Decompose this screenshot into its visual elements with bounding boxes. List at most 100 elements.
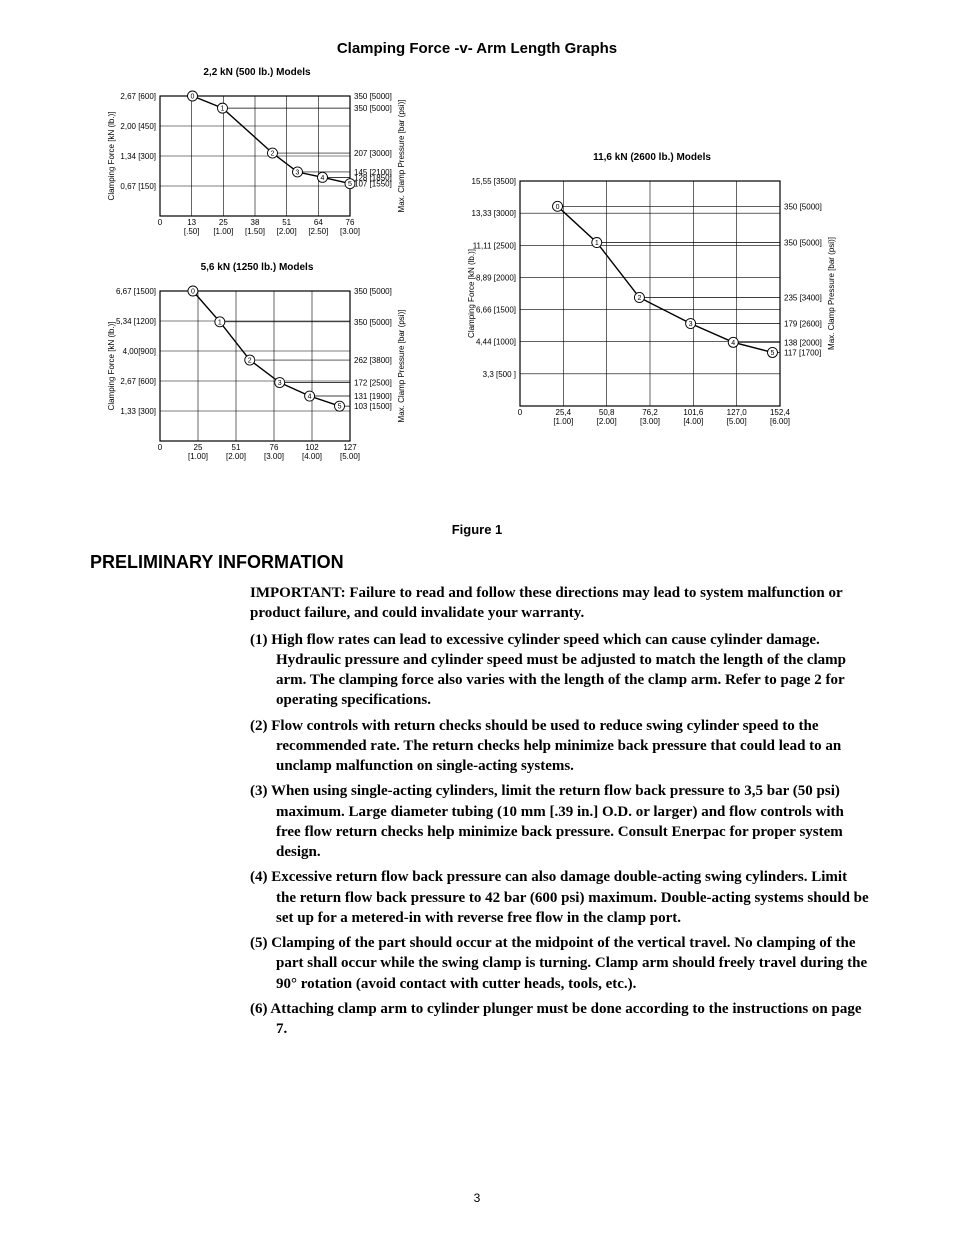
svg-text:[4.00]: [4.00] — [683, 417, 703, 426]
svg-text:6,66 [1500]: 6,66 [1500] — [476, 306, 516, 315]
svg-text:2,00 [450]: 2,00 [450] — [120, 122, 156, 131]
svg-text:207 [3000]: 207 [3000] — [354, 149, 392, 158]
svg-text:107 [1550]: 107 [1550] — [354, 180, 392, 189]
svg-text:50,8: 50,8 — [599, 408, 615, 417]
svg-text:2,67 [600]: 2,67 [600] — [120, 377, 156, 386]
svg-text:2: 2 — [637, 295, 641, 302]
svg-text:1: 1 — [221, 106, 225, 113]
svg-text:8,89 [2000]: 8,89 [2000] — [476, 273, 516, 282]
svg-text:5: 5 — [348, 181, 352, 188]
svg-text:[5.00]: [5.00] — [340, 452, 360, 461]
svg-text:11,11 [2500]: 11,11 [2500] — [473, 241, 516, 250]
svg-text:3: 3 — [278, 380, 282, 387]
svg-text:[2.00]: [2.00] — [597, 417, 617, 426]
svg-text:179 [2600]: 179 [2600] — [784, 320, 822, 329]
svg-text:25: 25 — [219, 218, 228, 227]
svg-text:235 [3400]: 235 [3400] — [784, 293, 822, 302]
svg-text:152,4: 152,4 — [770, 408, 791, 417]
svg-text:350 [5000]: 350 [5000] — [354, 318, 392, 327]
svg-text:0: 0 — [191, 94, 195, 101]
svg-text:25: 25 — [194, 443, 203, 452]
svg-text:Max. Clamp Pressure [bar (psi): Max. Clamp Pressure [bar (psi)] — [397, 310, 406, 423]
svg-text:350 [5000]: 350 [5000] — [354, 92, 392, 101]
list-item: (6) Attaching clamp arm to cylinder plun… — [250, 999, 870, 1040]
svg-text:[2.00]: [2.00] — [226, 452, 246, 461]
svg-text:13,33 [3000]: 13,33 [3000] — [472, 209, 516, 218]
main-title: Clamping Force -v- Arm Length Graphs — [90, 40, 864, 57]
list-item: (1) High flow rates can lead to excessiv… — [250, 630, 870, 711]
figure-label: Figure 1 — [90, 522, 864, 537]
svg-text:4: 4 — [731, 340, 735, 347]
svg-text:[2.00]: [2.00] — [277, 227, 297, 236]
svg-text:3: 3 — [296, 169, 300, 176]
svg-text:0: 0 — [158, 218, 163, 227]
svg-text:[3.00]: [3.00] — [340, 227, 360, 236]
svg-text:Clamping Force [kN (lb.)]: Clamping Force [kN (lb.)] — [467, 249, 476, 338]
important-note: IMPORTANT: Failure to read and follow th… — [250, 583, 870, 624]
svg-text:2: 2 — [248, 358, 252, 365]
svg-text:3,3 [500 ]: 3,3 [500 ] — [483, 370, 516, 379]
svg-text:1: 1 — [218, 319, 222, 326]
svg-text:2,67 [600]: 2,67 [600] — [120, 92, 156, 101]
svg-text:[3.00]: [3.00] — [640, 417, 660, 426]
svg-text:4: 4 — [308, 394, 312, 401]
svg-text:1,33 [300]: 1,33 [300] — [120, 407, 156, 416]
svg-text:117 [1700]: 117 [1700] — [784, 348, 821, 357]
svg-text:13: 13 — [187, 218, 196, 227]
svg-text:131 [1900]: 131 [1900] — [354, 392, 392, 401]
item-list: (1) High flow rates can lead to excessiv… — [250, 630, 870, 1040]
svg-text:76: 76 — [270, 443, 279, 452]
svg-text:4,44 [1000]: 4,44 [1000] — [476, 338, 516, 347]
svg-text:138 [2000]: 138 [2000] — [784, 338, 822, 347]
svg-text:76: 76 — [346, 218, 355, 227]
svg-text:4: 4 — [321, 175, 325, 182]
svg-text:6,67 [1500]: 6,67 [1500] — [116, 287, 156, 296]
svg-text:4,00[900]: 4,00[900] — [123, 347, 156, 356]
section-heading: PRELIMINARY INFORMATION — [90, 552, 864, 573]
list-item: (3) When using single-acting cylinders, … — [250, 781, 870, 862]
svg-text:[1.00]: [1.00] — [213, 227, 233, 236]
svg-text:25,4: 25,4 — [556, 408, 572, 417]
svg-text:0: 0 — [556, 204, 560, 211]
svg-text:[1.50]: [1.50] — [245, 227, 265, 236]
svg-text:5: 5 — [338, 404, 342, 411]
svg-text:101,6: 101,6 — [683, 408, 704, 417]
svg-text:[3.00]: [3.00] — [264, 452, 284, 461]
svg-text:Max. Clamp Pressure [bar (psi): Max. Clamp Pressure [bar (psi)] — [827, 237, 836, 350]
list-item: (2) Flow controls with return checks sho… — [250, 716, 870, 777]
svg-text:350 [5000]: 350 [5000] — [784, 238, 822, 247]
svg-text:64: 64 — [314, 218, 323, 227]
svg-text:0: 0 — [158, 443, 163, 452]
svg-text:350 [5000]: 350 [5000] — [354, 287, 392, 296]
svg-text:350 [5000]: 350 [5000] — [354, 104, 392, 113]
svg-text:[5.00]: [5.00] — [727, 417, 747, 426]
charts-area: 2,2 kN (500 lb.) Models013[.50]25[1.00]3… — [92, 67, 862, 497]
svg-text:1,34 [300]: 1,34 [300] — [120, 152, 156, 161]
svg-text:3: 3 — [689, 321, 693, 328]
svg-text:103 [1500]: 103 [1500] — [354, 402, 392, 411]
svg-text:[1.00]: [1.00] — [553, 417, 573, 426]
svg-text:5,34 [1200]: 5,34 [1200] — [116, 317, 156, 326]
list-item: (5) Clamping of the part should occur at… — [250, 933, 870, 994]
chart-a: 2,2 kN (500 lb.) Models013[.50]25[1.00]3… — [102, 67, 412, 244]
svg-text:262 [3800]: 262 [3800] — [354, 356, 392, 365]
svg-text:Max. Clamp Pressure [bar (psi): Max. Clamp Pressure [bar (psi)] — [397, 100, 406, 213]
svg-text:[4.00]: [4.00] — [302, 452, 322, 461]
svg-text:0: 0 — [191, 289, 195, 296]
svg-text:38: 38 — [251, 218, 260, 227]
svg-text:[6.00]: [6.00] — [770, 417, 790, 426]
svg-text:5: 5 — [771, 350, 775, 357]
svg-text:Clamping Force [kN (lb.)]: Clamping Force [kN (lb.)] — [107, 112, 116, 201]
body-text: IMPORTANT: Failure to read and follow th… — [250, 583, 870, 1039]
svg-text:127,0: 127,0 — [727, 408, 748, 417]
svg-text:51: 51 — [232, 443, 241, 452]
chart-c: 11,6 kN (2600 lb.) Models025,4[1.00]50,8… — [462, 152, 842, 434]
list-item: (4) Excessive return flow back pressure … — [250, 867, 870, 928]
svg-text:[.50]: [.50] — [184, 227, 200, 236]
svg-text:2: 2 — [271, 151, 275, 158]
svg-text:102: 102 — [305, 443, 319, 452]
svg-text:15,55 [3500]: 15,55 [3500] — [472, 177, 516, 186]
chart-b: 5,6 kN (1250 lb.) Models025[1.00]51[2.00… — [102, 262, 412, 469]
svg-text:51: 51 — [282, 218, 291, 227]
svg-text:0,67 [150]: 0,67 [150] — [120, 182, 156, 191]
